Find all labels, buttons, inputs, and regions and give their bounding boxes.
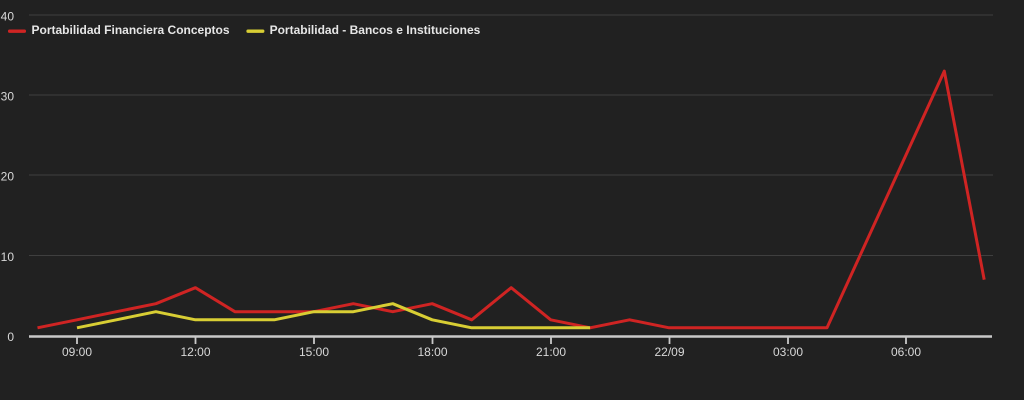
svg-text:40: 40	[1, 10, 15, 24]
svg-text:Portabilidad - Bancos e Instit: Portabilidad - Bancos e Instituciones	[270, 23, 481, 37]
svg-text:Portabilidad Financiera Concep: Portabilidad Financiera Conceptos	[32, 23, 230, 37]
svg-text:21:00: 21:00	[536, 345, 566, 359]
svg-text:03:00: 03:00	[773, 345, 803, 359]
svg-text:0: 0	[7, 330, 14, 344]
svg-text:09:00: 09:00	[62, 345, 92, 359]
svg-text:15:00: 15:00	[299, 345, 329, 359]
svg-text:30: 30	[1, 90, 15, 104]
svg-text:22/09: 22/09	[654, 345, 684, 359]
svg-text:18:00: 18:00	[417, 345, 447, 359]
svg-text:06:00: 06:00	[891, 345, 921, 359]
svg-text:12:00: 12:00	[180, 345, 210, 359]
svg-text:20: 20	[1, 170, 15, 184]
svg-text:10: 10	[1, 250, 15, 264]
